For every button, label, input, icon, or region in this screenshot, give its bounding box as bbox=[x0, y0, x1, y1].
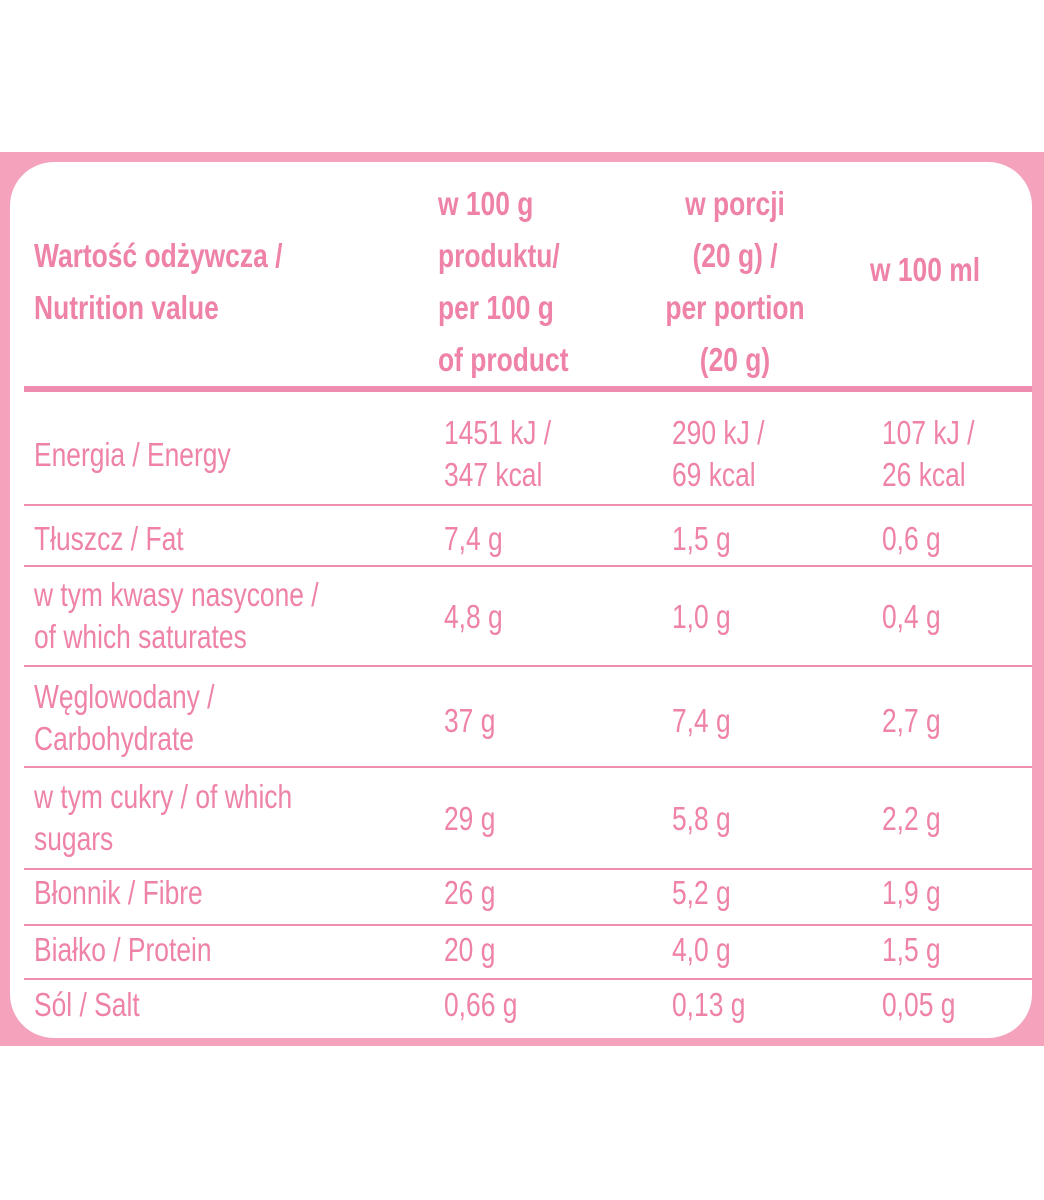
row-divider bbox=[24, 665, 1032, 667]
row-divider bbox=[24, 504, 1032, 506]
nutrition-table-frame: Wartość odżywcza / Nutrition value w 100… bbox=[0, 152, 1044, 1046]
row-label-energy: Energia / Energy bbox=[34, 436, 231, 473]
row-label-saturates: w tym kwasy nasycone / of which saturate… bbox=[34, 576, 319, 655]
row-label-fibre: Błonnik / Fibre bbox=[34, 874, 203, 911]
row-energy-per-100g: 1451 kJ / 347 kcal bbox=[444, 414, 552, 493]
header-per-100g: w 100 g produktu/ per 100 g of product bbox=[438, 185, 569, 378]
row-protein-per-100ml: 1,5 g bbox=[882, 931, 941, 968]
row-fat-per-100g: 7,4 g bbox=[444, 520, 503, 557]
row-saturates-per-100ml: 0,4 g bbox=[882, 598, 941, 635]
row-carbohydrate-per-portion: 7,4 g bbox=[672, 702, 731, 739]
header-label: Wartość odżywcza / Nutrition value bbox=[34, 237, 283, 326]
row-protein-per-portion: 4,0 g bbox=[672, 931, 731, 968]
row-fibre-per-100g: 26 g bbox=[444, 874, 496, 911]
row-sugars-per-portion: 5,8 g bbox=[672, 800, 731, 837]
row-protein-per-100g: 20 g bbox=[444, 931, 496, 968]
nutrition-table: Wartość odżywcza / Nutrition value w 100… bbox=[10, 162, 1032, 1038]
row-fibre-per-portion: 5,2 g bbox=[672, 874, 731, 911]
row-label-salt: Sól / Salt bbox=[34, 986, 140, 1023]
row-label-sugars: w tym cukry / of which sugars bbox=[34, 778, 293, 857]
row-salt-per-100ml: 0,05 g bbox=[882, 986, 956, 1023]
row-fat-per-100ml: 0,6 g bbox=[882, 520, 941, 557]
header-divider bbox=[24, 386, 1032, 392]
row-divider bbox=[24, 978, 1032, 980]
header-per-portion: w porcji (20 g) / per portion (20 g) bbox=[665, 185, 805, 378]
row-divider bbox=[24, 868, 1032, 870]
row-carbohydrate-per-100g: 37 g bbox=[444, 702, 496, 739]
row-saturates-per-100g: 4,8 g bbox=[444, 598, 503, 635]
row-energy-per-portion: 290 kJ / 69 kcal bbox=[672, 414, 765, 493]
row-divider bbox=[24, 766, 1032, 768]
row-label-fat: Tłuszcz / Fat bbox=[34, 520, 184, 557]
row-sugars-per-100g: 29 g bbox=[444, 800, 496, 837]
row-divider bbox=[24, 565, 1032, 567]
row-saturates-per-portion: 1,0 g bbox=[672, 598, 731, 635]
row-sugars-per-100ml: 2,2 g bbox=[882, 800, 941, 837]
row-salt-per-100g: 0,66 g bbox=[444, 986, 518, 1023]
row-fibre-per-100ml: 1,9 g bbox=[882, 874, 941, 911]
row-divider bbox=[24, 924, 1032, 926]
row-energy-per-100ml: 107 kJ / 26 kcal bbox=[882, 414, 975, 493]
row-label-carbohydrate: Węglowodany / Carbohydrate bbox=[34, 678, 215, 757]
row-fat-per-portion: 1,5 g bbox=[672, 520, 731, 557]
row-carbohydrate-per-100ml: 2,7 g bbox=[882, 702, 941, 739]
row-label-protein: Białko / Protein bbox=[34, 931, 212, 968]
row-salt-per-portion: 0,13 g bbox=[672, 986, 746, 1023]
header-per-100ml: w 100 ml bbox=[869, 251, 981, 288]
